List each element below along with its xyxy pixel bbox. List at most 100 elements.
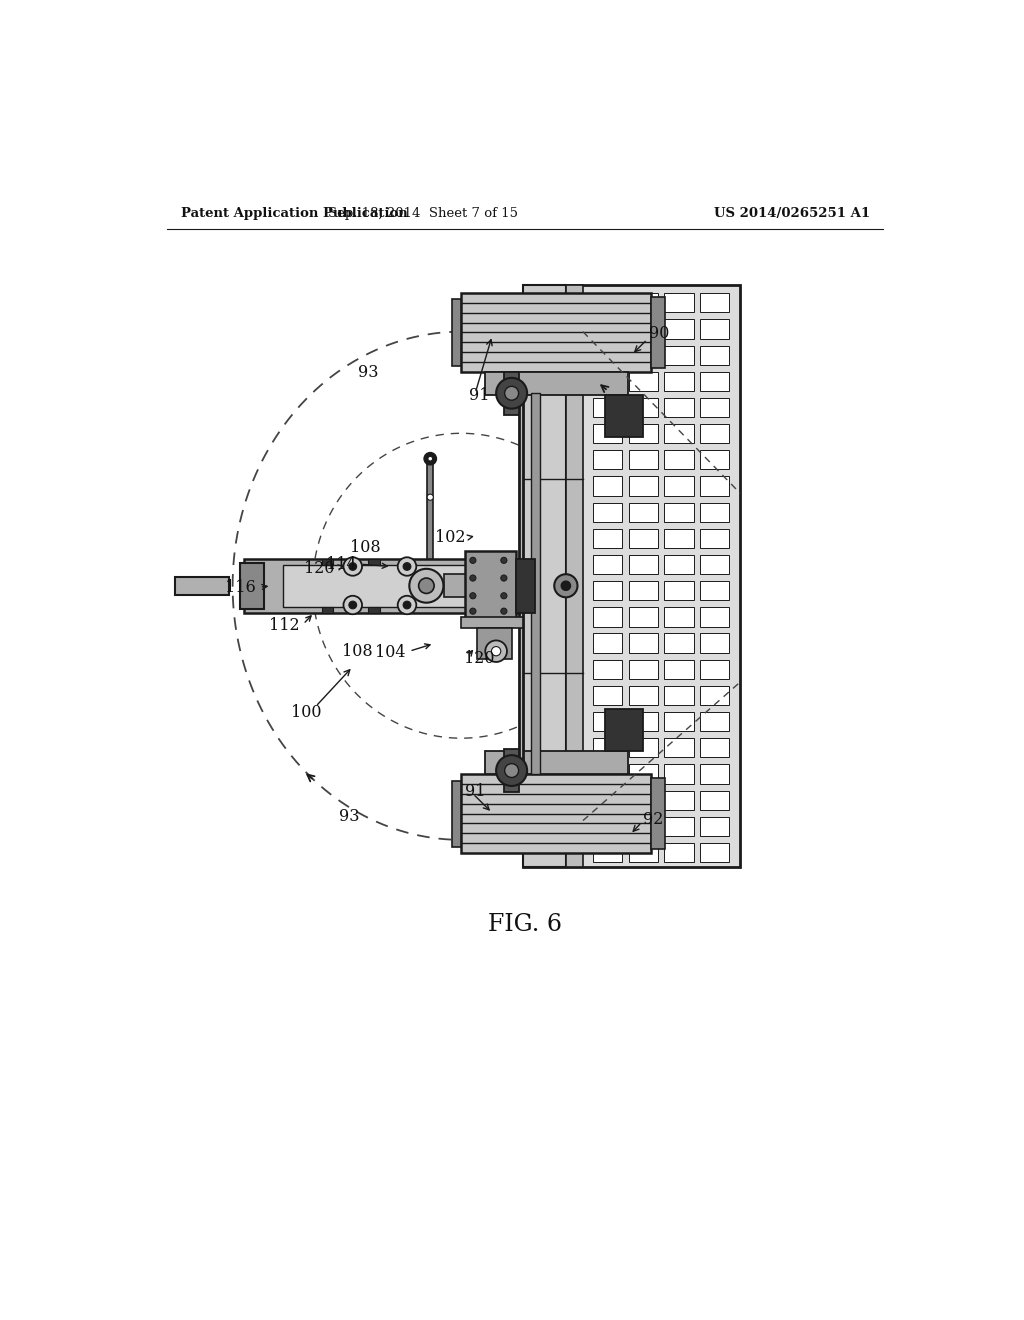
Text: 100: 100	[291, 705, 322, 721]
Bar	[700, 424, 729, 444]
Bar	[700, 529, 729, 548]
Bar	[604, 709, 643, 751]
Bar	[519, 393, 523, 775]
Bar	[593, 503, 623, 521]
Circle shape	[427, 494, 433, 500]
Circle shape	[410, 569, 443, 603]
Bar	[700, 791, 729, 810]
Bar	[665, 581, 693, 601]
Bar	[651, 779, 665, 849]
Bar	[700, 634, 729, 653]
Bar	[629, 503, 658, 521]
Bar	[593, 554, 623, 574]
Bar	[444, 574, 467, 597]
Bar	[593, 346, 623, 364]
Bar	[174, 577, 228, 595]
Bar	[700, 607, 729, 627]
Bar	[593, 607, 623, 627]
Bar	[461, 775, 651, 853]
Bar	[700, 372, 729, 391]
Bar	[629, 397, 658, 417]
Circle shape	[561, 581, 570, 590]
Bar	[665, 450, 693, 470]
Circle shape	[470, 576, 476, 581]
Bar	[700, 711, 729, 731]
Bar	[452, 300, 461, 366]
Bar	[593, 791, 623, 810]
Text: 91: 91	[469, 387, 489, 404]
Circle shape	[428, 457, 432, 461]
Bar	[665, 503, 693, 521]
Bar	[665, 424, 693, 444]
Circle shape	[349, 601, 356, 609]
Bar	[665, 346, 693, 364]
Bar	[629, 843, 658, 862]
Bar	[629, 660, 658, 678]
Bar	[477, 628, 512, 659]
Bar	[629, 711, 658, 731]
Bar	[629, 293, 658, 313]
Circle shape	[492, 647, 501, 656]
Bar	[593, 477, 623, 496]
Bar	[665, 843, 693, 862]
Text: 104: 104	[375, 644, 406, 661]
Bar	[665, 738, 693, 758]
Bar	[665, 607, 693, 627]
Bar	[604, 395, 643, 437]
Bar	[700, 738, 729, 758]
Text: 120: 120	[464, 651, 494, 668]
Bar	[322, 558, 334, 565]
Bar	[629, 686, 658, 705]
Bar	[523, 285, 740, 867]
Bar	[700, 581, 729, 601]
Bar	[665, 764, 693, 784]
Bar	[665, 660, 693, 678]
Bar	[665, 293, 693, 313]
Circle shape	[505, 763, 518, 777]
Text: 120: 120	[304, 560, 335, 577]
Text: 93: 93	[339, 808, 359, 825]
Bar	[593, 319, 623, 339]
Bar	[629, 817, 658, 836]
Bar	[665, 477, 693, 496]
Circle shape	[470, 609, 476, 614]
Bar	[700, 503, 729, 521]
Bar	[322, 607, 334, 612]
Bar	[629, 529, 658, 548]
Bar	[593, 634, 623, 653]
Bar	[665, 529, 693, 548]
Bar	[700, 554, 729, 574]
Bar	[452, 780, 461, 847]
Bar	[700, 293, 729, 313]
Bar	[593, 843, 623, 862]
Circle shape	[485, 640, 507, 663]
Text: 92: 92	[643, 810, 664, 828]
Bar	[700, 397, 729, 417]
Text: 102: 102	[434, 529, 465, 545]
Bar	[461, 616, 523, 628]
Circle shape	[501, 576, 507, 581]
Bar	[427, 459, 433, 558]
Bar	[245, 558, 519, 612]
Circle shape	[403, 562, 411, 570]
Bar	[629, 554, 658, 574]
Bar	[504, 748, 519, 792]
Bar	[629, 372, 658, 391]
Circle shape	[496, 378, 527, 409]
Bar	[504, 372, 519, 414]
Bar	[593, 686, 623, 705]
Bar	[629, 450, 658, 470]
Circle shape	[470, 557, 476, 564]
Bar	[700, 686, 729, 705]
Bar	[629, 738, 658, 758]
Bar	[593, 450, 623, 470]
Bar	[665, 372, 693, 391]
Bar	[700, 764, 729, 784]
Bar	[531, 393, 541, 775]
Bar	[629, 346, 658, 364]
Text: US 2014/0265251 A1: US 2014/0265251 A1	[715, 207, 870, 220]
Bar	[593, 711, 623, 731]
Bar	[700, 319, 729, 339]
Bar	[593, 581, 623, 601]
Bar	[465, 552, 515, 620]
